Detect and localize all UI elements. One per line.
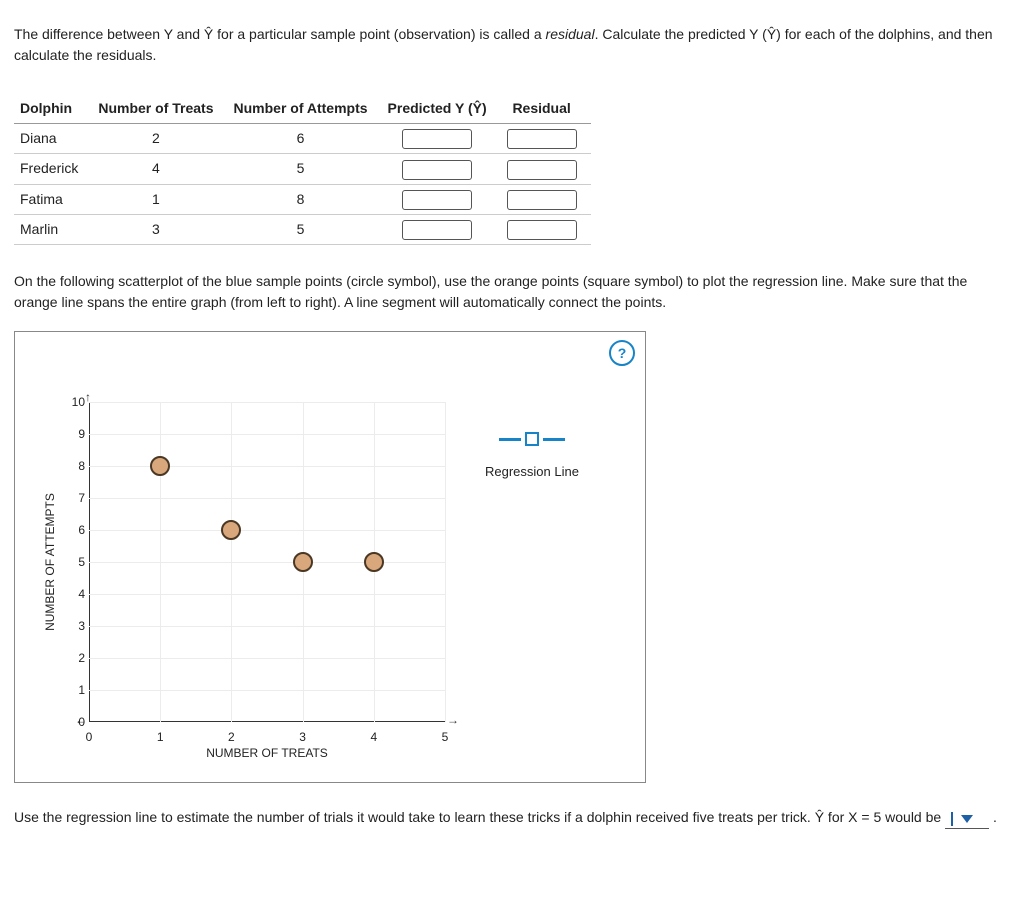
dropdown-cursor-icon — [951, 812, 953, 826]
answer-dropdown[interactable] — [945, 807, 989, 829]
y-tick-label: 4 — [67, 585, 85, 603]
gridline-h — [89, 594, 445, 595]
gridline-h — [89, 434, 445, 435]
cell-treats: 2 — [92, 124, 227, 154]
predicted-input[interactable] — [402, 220, 472, 240]
y-axis-arrow-icon: ↑ — [85, 388, 91, 406]
data-point — [221, 520, 241, 540]
col-residual: Residual — [501, 94, 591, 124]
gridline-h — [89, 466, 445, 467]
gridline-h — [89, 658, 445, 659]
col-treats: Number of Treats — [92, 94, 227, 124]
x-axis-title: NUMBER OF TREATS — [206, 744, 328, 762]
gridline-h — [89, 530, 445, 531]
x-axis-arrow-icon: → — [447, 711, 459, 729]
cell-treats: 1 — [92, 184, 227, 214]
x-tick-label: 4 — [370, 728, 377, 746]
scatter-instructions: On the following scatterplot of the blue… — [14, 271, 1010, 313]
cell-name: Diana — [14, 124, 92, 154]
cell-name: Frederick — [14, 154, 92, 184]
cell-attempts: 5 — [228, 154, 382, 184]
y-tick-label: 0 — [67, 713, 85, 731]
table-row: Fatima18 — [14, 184, 591, 214]
predicted-input[interactable] — [402, 160, 472, 180]
residual-input[interactable] — [507, 220, 577, 240]
y-tick-label: 3 — [67, 617, 85, 635]
x-tick-label: 5 — [442, 728, 449, 746]
gridline-v — [445, 402, 446, 722]
y-tick-label: 1 — [67, 681, 85, 699]
help-icon[interactable]: ? — [609, 340, 635, 366]
data-point — [293, 552, 313, 572]
table-row: Frederick45 — [14, 154, 591, 184]
y-tick-label: 5 — [67, 553, 85, 571]
predicted-input[interactable] — [402, 190, 472, 210]
col-dolphin: Dolphin — [14, 94, 92, 124]
legend-line-left — [499, 438, 521, 441]
cell-treats: 3 — [92, 214, 227, 244]
cell-name: Fatima — [14, 184, 92, 214]
residual-input[interactable] — [507, 129, 577, 149]
residual-input[interactable] — [507, 160, 577, 180]
x-tick-label: 1 — [157, 728, 164, 746]
y-tick-label: 7 — [67, 489, 85, 507]
x-axis-line — [89, 721, 445, 722]
y-tick-label: 9 — [67, 425, 85, 443]
gridline-h — [89, 562, 445, 563]
gridline-h — [89, 690, 445, 691]
bottom-after: . — [993, 809, 997, 825]
intro-text-1: The difference between Y and Ŷ for a par… — [14, 26, 546, 42]
bottom-question: Use the regression line to estimate the … — [14, 807, 1010, 829]
cell-attempts: 6 — [228, 124, 382, 154]
dropdown-caret-icon — [961, 815, 973, 823]
chart-container: ? ↑ → ← 012345012345678910 NUMBER OF TRE… — [14, 331, 646, 783]
legend-marker — [485, 432, 579, 446]
cell-attempts: 5 — [228, 214, 382, 244]
x-tick-label: 0 — [86, 728, 93, 746]
gridline-h — [89, 626, 445, 627]
y-tick-label: 10 — [67, 393, 85, 411]
legend[interactable]: Regression Line — [485, 432, 579, 482]
col-predicted: Predicted Y (Ŷ) — [382, 94, 501, 124]
y-tick-label: 8 — [67, 457, 85, 475]
legend-line-right — [543, 438, 565, 441]
dolphin-table: Dolphin Number of Treats Number of Attem… — [14, 94, 591, 245]
table-row: Marlin35 — [14, 214, 591, 244]
table-row: Diana26 — [14, 124, 591, 154]
cell-treats: 4 — [92, 154, 227, 184]
cell-name: Marlin — [14, 214, 92, 244]
data-point — [150, 456, 170, 476]
predicted-input[interactable] — [402, 129, 472, 149]
legend-label: Regression Line — [485, 462, 579, 482]
scatter-plot[interactable]: ↑ → ← 012345012345678910 — [89, 402, 445, 722]
residual-input[interactable] — [507, 190, 577, 210]
intro-em: residual — [546, 26, 595, 42]
cell-attempts: 8 — [228, 184, 382, 214]
col-attempts: Number of Attempts — [228, 94, 382, 124]
gridline-h — [89, 498, 445, 499]
bottom-text: Use the regression line to estimate the … — [14, 809, 941, 825]
y-tick-label: 2 — [67, 649, 85, 667]
data-point — [364, 552, 384, 572]
legend-square-icon — [525, 432, 539, 446]
y-axis-title: NUMBER OF ATTEMPTS — [41, 493, 59, 631]
gridline-h — [89, 402, 445, 403]
y-tick-label: 6 — [67, 521, 85, 539]
intro-paragraph: The difference between Y and Ŷ for a par… — [14, 24, 1010, 66]
